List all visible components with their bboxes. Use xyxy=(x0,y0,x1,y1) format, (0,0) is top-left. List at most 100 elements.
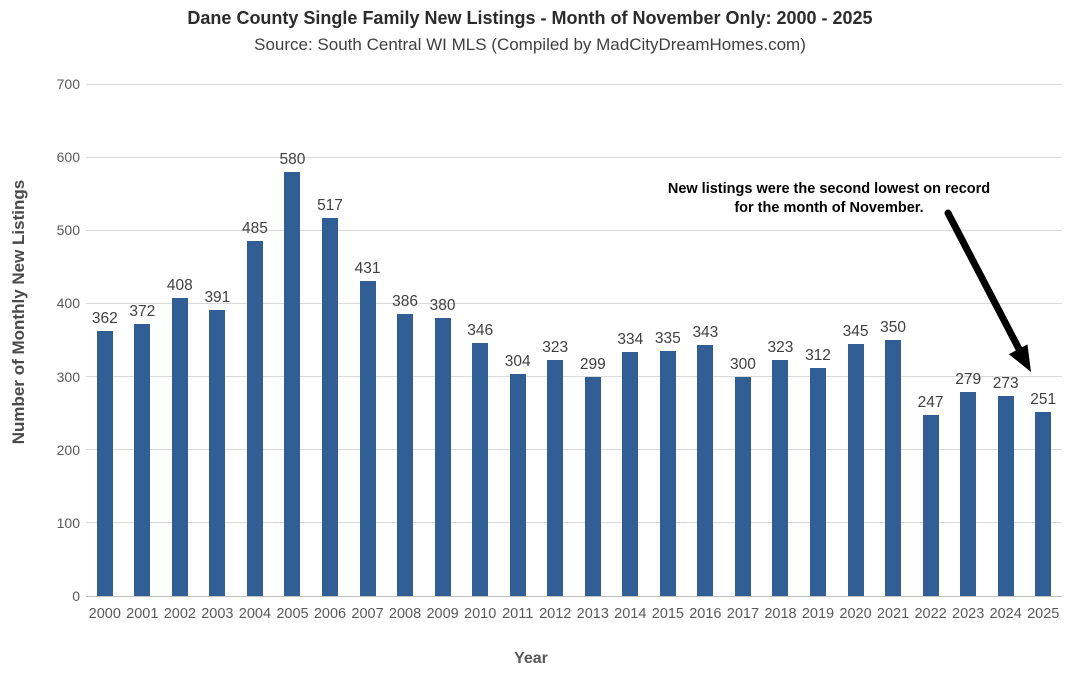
bar-2025 xyxy=(1035,412,1052,596)
gridline xyxy=(86,83,1062,85)
bar-value-label: 380 xyxy=(429,297,456,315)
bar-2001 xyxy=(134,323,151,596)
bar-value-label: 391 xyxy=(204,289,231,306)
bar-2020 xyxy=(847,343,864,596)
bar-value-label: 304 xyxy=(504,352,531,370)
bar-2013 xyxy=(584,377,601,596)
bar-value-label: 350 xyxy=(880,319,906,336)
bar-value-label: 343 xyxy=(692,324,719,342)
x-tick-label: 2025 xyxy=(1027,606,1060,622)
x-tick-label: 2010 xyxy=(464,606,497,622)
bar-value-label: 299 xyxy=(579,356,606,374)
bar-value-label: 485 xyxy=(241,220,268,238)
x-tick-label: 2024 xyxy=(989,606,1022,622)
y-axis-title: Number of Monthly New Listings xyxy=(9,179,28,445)
bar-2010 xyxy=(472,342,489,596)
x-axis-line xyxy=(86,595,1062,597)
gridline xyxy=(86,156,1062,158)
bar-value-label: 580 xyxy=(279,150,306,168)
x-tick-label: 2002 xyxy=(163,606,196,622)
bar-value-label: 300 xyxy=(729,355,756,373)
x-tick-label: 2012 xyxy=(539,606,572,622)
bar-2004 xyxy=(246,241,263,596)
gridline xyxy=(86,522,1062,524)
bar-value-label: 334 xyxy=(617,330,644,348)
x-tick-label: 2021 xyxy=(876,606,910,622)
x-tick-label: 2006 xyxy=(313,606,347,622)
bar-value-label: 323 xyxy=(767,338,794,356)
y-tick-label: 400 xyxy=(56,295,80,312)
gridline xyxy=(86,229,1062,231)
bar-value-label: 372 xyxy=(129,302,156,320)
bar-2014 xyxy=(622,351,639,596)
bar-2002 xyxy=(171,297,188,596)
gridline xyxy=(86,376,1062,378)
bar-value-label: 362 xyxy=(91,310,118,328)
y-tick-label: 100 xyxy=(56,514,80,531)
y-tick-label: 0 xyxy=(72,588,80,604)
bar-2006 xyxy=(322,217,338,596)
bar-value-label: 386 xyxy=(392,292,418,310)
bar-2022 xyxy=(922,415,939,596)
bar-value-label: 247 xyxy=(917,394,944,412)
x-tick-label: 2020 xyxy=(839,606,872,622)
bar-value-label: 312 xyxy=(805,346,831,364)
x-tick-label: 2013 xyxy=(576,606,609,622)
x-tick-label: 2007 xyxy=(351,606,384,622)
y-tick-label: 600 xyxy=(56,149,80,166)
x-tick-label: 2011 xyxy=(502,606,534,622)
bar-2007 xyxy=(359,280,376,596)
annotation-text: New listings were the second lowest on r… xyxy=(640,180,1018,218)
bar-value-label: 408 xyxy=(166,276,193,294)
x-tick-label: 2016 xyxy=(689,606,722,622)
bar-value-label: 335 xyxy=(654,329,681,347)
x-tick-label: 2000 xyxy=(88,606,121,622)
x-tick-label: 2005 xyxy=(276,606,309,622)
x-tick-label: 2017 xyxy=(726,606,760,622)
bar-2021 xyxy=(885,340,902,596)
x-tick-label: 2019 xyxy=(801,606,835,622)
x-tick-label: 2022 xyxy=(914,606,947,622)
bar-value-label: 273 xyxy=(992,375,1019,393)
bar-2018 xyxy=(772,359,789,596)
annotation-line-2: for the month of November. xyxy=(734,200,924,216)
y-tick-label: 700 xyxy=(56,76,80,92)
x-axis-title: Year xyxy=(514,650,548,667)
y-tick-label: 300 xyxy=(56,368,80,385)
gridline xyxy=(86,302,1062,304)
bar-2015 xyxy=(659,350,676,596)
bar-value-label: 346 xyxy=(467,321,494,339)
annotation-line-1: New listings were the second lowest on r… xyxy=(667,181,991,197)
chart-subtitle: Source: South Central WI MLS (Compiled b… xyxy=(254,35,806,54)
bar-2019 xyxy=(810,367,826,596)
bar-value-label: 431 xyxy=(354,259,381,277)
x-tick-label: 2018 xyxy=(764,606,797,622)
x-tick-label: 2009 xyxy=(426,606,459,622)
bar-2009 xyxy=(434,318,451,596)
bar-value-label: 345 xyxy=(842,322,869,340)
x-tick-label: 2008 xyxy=(388,606,422,622)
y-tick-label: 200 xyxy=(56,441,80,458)
x-tick-label: 2014 xyxy=(614,606,647,622)
bar-2012 xyxy=(547,359,564,596)
x-tick-label: 2023 xyxy=(952,606,985,622)
bar-2017 xyxy=(734,376,751,596)
chart-title: Dane County Single Family New Listings -… xyxy=(187,8,873,28)
bar-2008 xyxy=(397,313,414,596)
gridline xyxy=(86,449,1062,451)
bar-value-label: 323 xyxy=(542,338,569,356)
bar-2000 xyxy=(96,331,113,596)
bar-2011 xyxy=(509,373,526,596)
bar-value-label: 279 xyxy=(955,370,982,388)
bar-2003 xyxy=(209,310,226,596)
bar-value-label: 517 xyxy=(317,196,343,214)
y-tick-label: 500 xyxy=(56,222,80,239)
x-tick-label: 2001 xyxy=(126,606,159,622)
x-tick-label: 2004 xyxy=(238,606,272,622)
plot-area: 362 372 408 391 485 580 517 431 386 380 346 304 323 2… xyxy=(86,83,1062,597)
bar-2023 xyxy=(960,391,977,596)
bar-2024 xyxy=(997,396,1014,596)
bar-value-label: 251 xyxy=(1030,391,1057,409)
bar-2016 xyxy=(697,345,714,596)
